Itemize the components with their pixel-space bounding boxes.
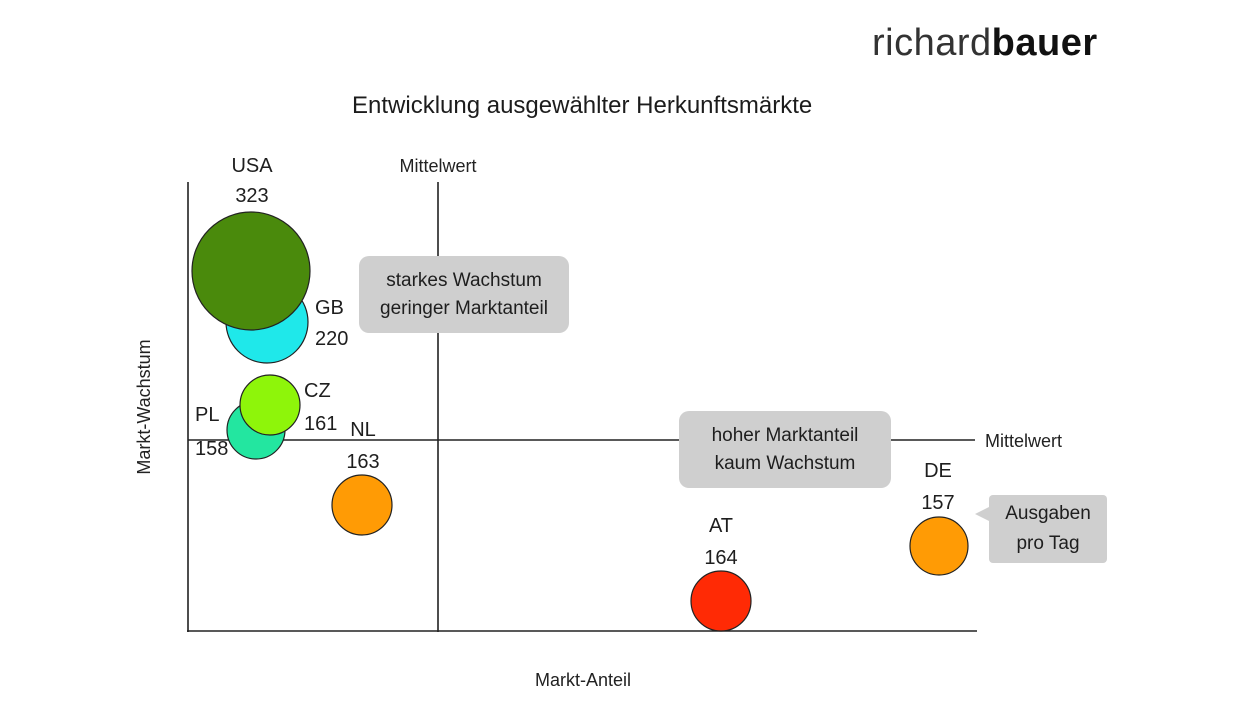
bubble-value-label-cz: 161 (304, 413, 337, 435)
chart-title: Entwicklung ausgewählter Herkunftsmärkte (352, 92, 813, 119)
bubble-nl (331, 474, 393, 536)
bubble-name-label-nl: NL (350, 419, 376, 441)
bubble-name-label-usa: USA (231, 155, 273, 177)
quadrant-callout-bottom-right: hoher Marktanteil kaum Wachstum (679, 411, 891, 488)
bubble-group: GB 220 USA 323 PL 158 CZ 161 NL 163 AT 164 DE 157 (191, 155, 969, 632)
callout-line: pro Tag (1016, 533, 1080, 554)
bubble-usa (191, 211, 311, 331)
bubble-value-label-gb: 220 (315, 328, 348, 350)
bubble-de (909, 516, 969, 576)
bubble-size-legend-callout: Ausgaben pro Tag (975, 495, 1107, 563)
bubble-cz (239, 374, 301, 436)
bubble-name-label-de: DE (924, 460, 952, 482)
callout-line: Ausgaben (1005, 503, 1091, 524)
y-axis-label: Markt-Wachstum (134, 339, 154, 474)
brand-logo-light: richard (872, 22, 992, 64)
mean-label-horizontal: Mittelwert (985, 431, 1062, 451)
brand-logo-bold: bauer (991, 22, 1098, 64)
quadrant-callout-top-left: starkes Wachstum geringer Marktanteil (359, 256, 569, 333)
bubble-name-label-at: AT (709, 515, 733, 537)
bubble-value-label-nl: 163 (346, 451, 379, 473)
callout-line: starkes Wachstum (386, 269, 542, 291)
callout-line: hoher Marktanteil (711, 424, 859, 446)
bubble-at (690, 570, 752, 632)
x-axis-label: Markt-Anteil (535, 670, 631, 690)
bubble-value-label-at: 164 (704, 547, 737, 569)
callout-line: kaum Wachstum (714, 452, 856, 474)
bubble-name-label-cz: CZ (304, 380, 331, 402)
bubble-name-label-pl: PL (195, 404, 219, 426)
bubble-value-label-usa: 323 (235, 185, 268, 207)
callout-line: geringer Marktanteil (380, 297, 548, 319)
bubble-name-label-gb: GB (315, 297, 344, 319)
mean-label-vertical: Mittelwert (399, 156, 476, 176)
bubble-value-label-pl: 158 (195, 438, 228, 460)
brand-logo: richardbauer (872, 22, 1098, 65)
bubble-value-label-de: 157 (921, 492, 954, 514)
